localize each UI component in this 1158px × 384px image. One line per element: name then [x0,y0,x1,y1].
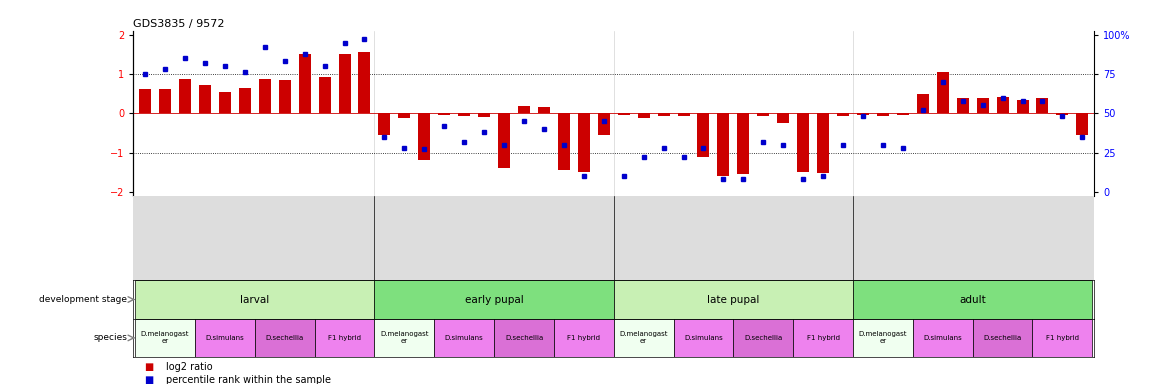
Bar [598,113,610,135]
Text: ■: ■ [145,375,157,384]
Bar [578,113,589,172]
Bar [757,113,769,116]
Bar [877,113,889,116]
Bar [1056,113,1069,115]
Bar [135,280,374,319]
Bar [1036,98,1048,113]
Text: development stage: development stage [39,295,127,304]
Bar [738,113,749,174]
Bar [973,319,1033,357]
Bar [1017,99,1028,113]
Bar [258,79,271,113]
Bar [374,319,434,357]
Bar [494,319,554,357]
Bar [299,54,310,113]
Bar [558,113,570,170]
Text: F1 hybrid: F1 hybrid [807,335,840,341]
Text: F1 hybrid: F1 hybrid [328,335,361,341]
Text: D.simulans: D.simulans [445,335,484,341]
Bar [1077,113,1089,135]
Bar [338,53,351,113]
Bar [418,113,431,161]
Bar [498,113,510,167]
Bar [617,113,630,115]
Bar [554,319,614,357]
Bar [139,89,151,113]
Bar [1033,319,1092,357]
Bar [658,113,669,116]
Bar [677,113,689,116]
Bar [818,113,829,173]
Text: D.melanogast
er: D.melanogast er [141,331,189,344]
Bar [837,113,849,116]
Bar [179,79,191,113]
Bar [315,319,374,357]
Text: D.simulans: D.simulans [923,335,962,341]
Bar [957,98,969,113]
Text: log2 ratio: log2 ratio [166,361,212,372]
Bar [638,113,650,118]
Bar [255,319,315,357]
Text: D.melanogast
er: D.melanogast er [380,331,428,344]
Text: D.simulans: D.simulans [684,335,723,341]
Bar [398,113,410,118]
Text: species: species [94,333,127,343]
Text: D.simulans: D.simulans [205,335,244,341]
Text: larval: larval [240,295,270,305]
Text: D.sechellia: D.sechellia [505,335,543,341]
Bar [897,113,909,115]
Bar [478,113,490,117]
Bar [733,319,793,357]
Bar [674,319,733,357]
Text: D.sechellia: D.sechellia [745,335,783,341]
Text: D.melanogast
er: D.melanogast er [859,331,907,344]
Bar [359,52,371,113]
Bar [195,319,255,357]
Bar [219,92,230,113]
Bar [853,280,1092,319]
Bar [518,106,530,113]
Text: percentile rank within the sample: percentile rank within the sample [166,375,330,384]
Bar [135,319,195,357]
Bar [279,80,291,113]
Text: late pupal: late pupal [708,295,760,305]
Bar [917,94,929,113]
Text: adult: adult [959,295,987,305]
Text: GDS3835 / 9572: GDS3835 / 9572 [133,18,225,28]
Bar [239,88,251,113]
Bar [697,113,710,157]
Bar [614,319,674,357]
Bar [913,319,973,357]
Bar [777,113,790,123]
Bar [434,319,494,357]
Bar [614,280,853,319]
Text: D.sechellia: D.sechellia [983,335,1021,341]
Text: ■: ■ [145,361,157,372]
Bar [459,113,470,116]
Bar [199,85,211,113]
Bar [374,280,614,319]
Text: D.sechellia: D.sechellia [265,335,303,341]
Text: F1 hybrid: F1 hybrid [567,335,600,341]
Bar [438,113,450,115]
Text: D.melanogast
er: D.melanogast er [620,331,668,344]
Bar [379,113,390,135]
Bar [853,319,913,357]
Bar [718,113,730,176]
Text: F1 hybrid: F1 hybrid [1046,335,1079,341]
Bar [937,72,948,113]
Text: early pupal: early pupal [464,295,523,305]
Bar [318,77,330,113]
Bar [538,108,550,113]
Bar [159,89,171,113]
Bar [793,319,853,357]
Bar [997,97,1009,113]
Bar [797,113,809,172]
Bar [857,113,868,115]
Bar [976,98,989,113]
